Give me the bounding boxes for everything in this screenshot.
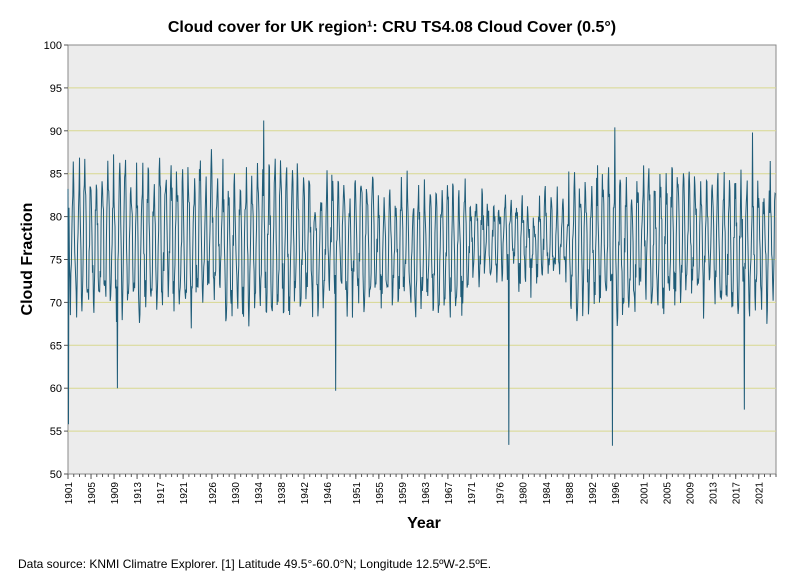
x-tick-label: 1976 xyxy=(496,482,507,505)
y-tick-label: 65 xyxy=(50,340,62,352)
chart-title: Cloud cover for UK region¹: CRU TS4.08 C… xyxy=(168,19,616,36)
x-tick-label: 1934 xyxy=(254,482,265,505)
y-tick-label: 100 xyxy=(44,40,62,52)
x-tick-label: 1980 xyxy=(519,482,530,505)
data-source-note: Data source: KNMI Climatre Explorer. [1]… xyxy=(18,557,491,571)
x-tick-label: 1909 xyxy=(110,482,121,505)
x-tick-label: 1921 xyxy=(179,482,190,505)
x-tick-label: 1951 xyxy=(352,482,363,505)
x-tick-label: 2001 xyxy=(640,482,651,505)
gridlines xyxy=(68,87,776,432)
x-tick-label: 1967 xyxy=(444,482,455,505)
y-tick-label: 60 xyxy=(50,383,62,395)
x-tick-label: 1946 xyxy=(323,482,334,505)
y-tick-label: 80 xyxy=(50,212,62,224)
x-axis: 1901 1905 1909 1913 1917 1921 1926 1930 1934 1938… xyxy=(64,474,777,505)
x-tick-label: 1996 xyxy=(611,482,622,505)
x-tick-label: 1942 xyxy=(300,482,311,505)
x-tick-label: 1913 xyxy=(133,482,144,505)
x-tick-label: 2021 xyxy=(755,482,766,505)
x-tick-label: 1988 xyxy=(565,482,576,505)
x-tick-label: 1992 xyxy=(588,482,599,505)
x-tick-label: 1963 xyxy=(421,482,432,505)
x-tick-label: 1917 xyxy=(156,482,167,505)
y-tick-label: 90 xyxy=(50,126,62,138)
x-tick-label: 2005 xyxy=(663,482,674,505)
cloud-cover-line xyxy=(67,120,776,446)
y-axis: 50 55 60 65 70 75 80 85 90 95 100 xyxy=(44,40,68,481)
y-tick-label: 50 xyxy=(50,469,62,481)
x-tick-label: 1959 xyxy=(398,482,409,505)
x-tick-label: 2009 xyxy=(686,482,697,505)
y-tick-label: 95 xyxy=(50,83,62,95)
y-tick-label: 55 xyxy=(50,426,62,438)
x-tick-label: 1926 xyxy=(208,482,219,505)
x-tick-label: 1905 xyxy=(87,482,98,505)
y-axis-label: Cloud Fraction xyxy=(19,203,36,316)
x-tick-label: 1901 xyxy=(64,482,75,505)
x-tick-label: 1984 xyxy=(542,482,553,505)
y-tick-label: 70 xyxy=(50,297,62,309)
x-tick-label: 1955 xyxy=(375,482,386,505)
x-axis-label: Year xyxy=(407,515,441,532)
x-tick-label: 1930 xyxy=(231,482,242,505)
x-tick-label: 2017 xyxy=(732,482,743,505)
y-tick-label: 75 xyxy=(50,255,62,267)
x-tick-label: 1971 xyxy=(467,482,478,505)
y-tick-label: 85 xyxy=(50,169,62,181)
x-tick-label: 2013 xyxy=(709,482,720,505)
x-tick-label: 1938 xyxy=(277,482,288,505)
